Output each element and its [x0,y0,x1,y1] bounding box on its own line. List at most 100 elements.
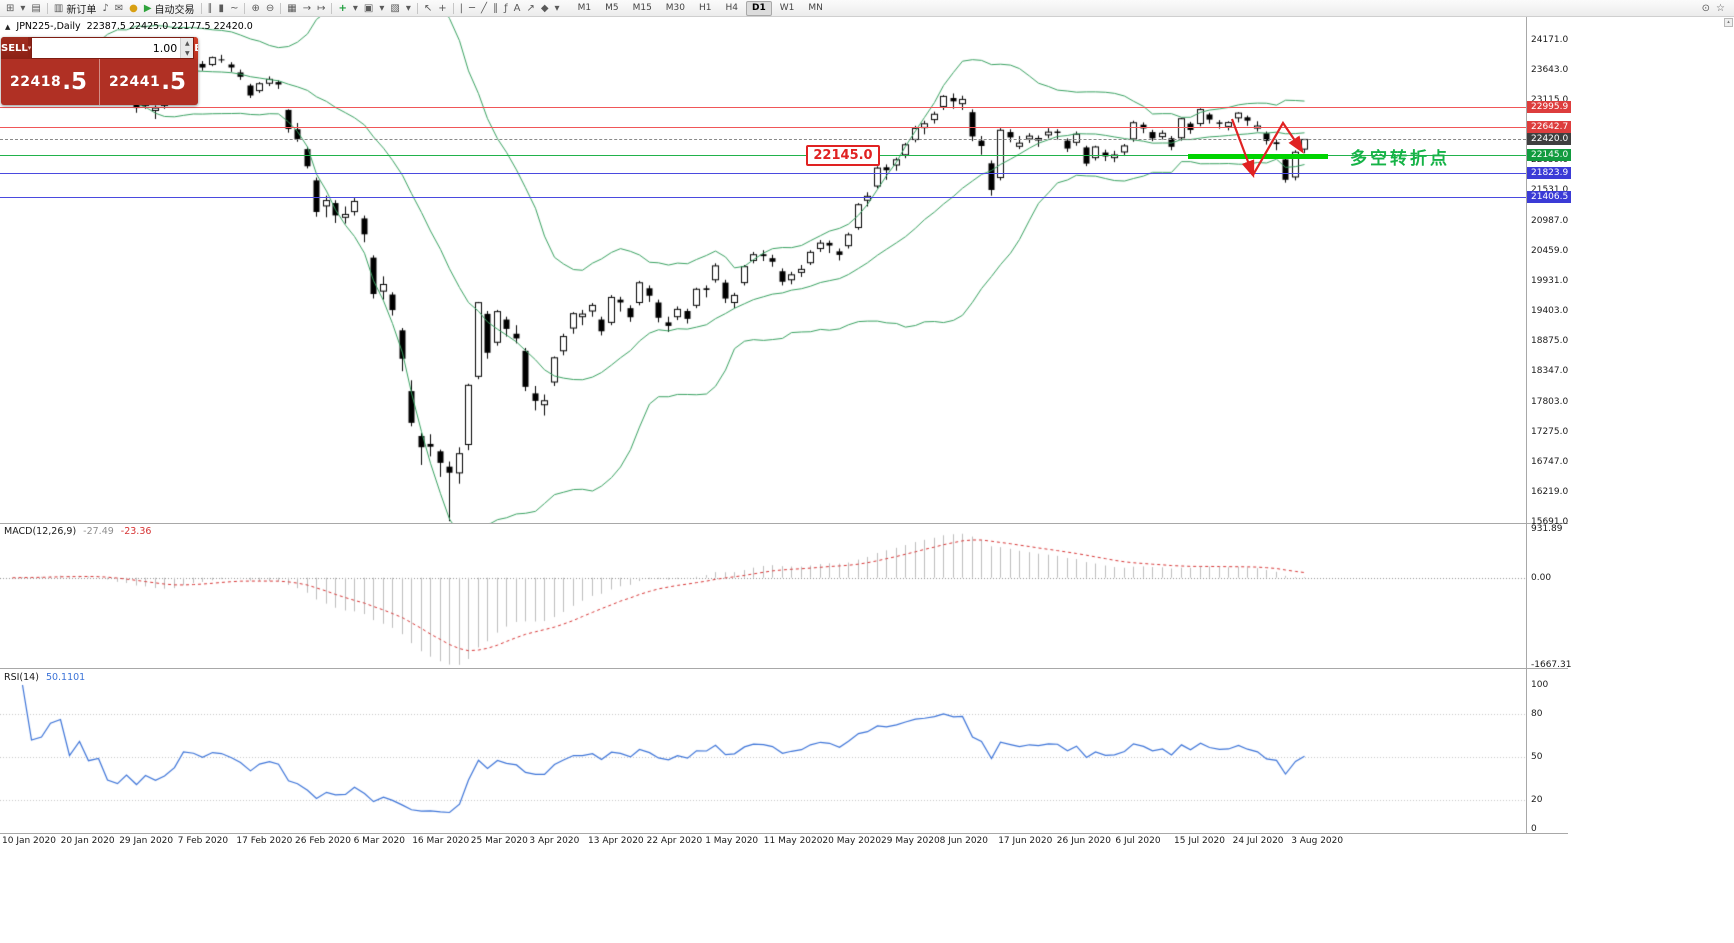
date-axis-label: 11 May 2020 [763,836,823,846]
channel-button[interactable]: ∥ [490,1,501,16]
rsi-indicator-canvas[interactable] [0,669,1526,833]
turning-point-label-annotation[interactable]: 多空转折点 [1350,149,1450,169]
horizontal-line-button[interactable]: ─ [466,1,478,16]
new-chart-button[interactable]: ⊞ [3,1,17,16]
date-axis-label: 20 Jan 2020 [60,836,115,846]
date-axis-label: 24 Jul 2020 [1232,836,1284,846]
macd-indicator-canvas[interactable] [0,524,1526,668]
date-axis-label: 3 Apr 2020 [529,836,580,846]
horizontal-line-21406.5[interactable] [0,197,1526,198]
chart-list-caret-button[interactable]: ▾ [17,1,28,16]
favorites-icon[interactable]: ☆ [1716,2,1725,14]
trendline-button[interactable]: ╱ [478,1,490,16]
panel-separator[interactable] [0,668,1568,669]
periods-button[interactable]: ▣ [361,1,376,16]
horizontal-line-22995.9[interactable] [0,107,1526,108]
price-axis-label: 23643.0 [1531,64,1569,75]
timeframe-m1-button[interactable]: M1 [577,2,592,13]
price-tag-21823.9: 21823.9 [1527,167,1571,179]
panel-separator[interactable] [0,833,1568,834]
main-toolbar: ⊞ ▾ ▤ ▥ 新订单 ♪ ✉ ● ▶ 自动交易 ∥ ▮ ~ ⊕ ⊖ ▦ → ↦ + ▾ ▣ ▾ ▧ ▾ ↖ + | ─ ╱ ∥ ƒ A ↗ ◆ ▾… [0,0,1734,17]
timeframe-m15-button[interactable]: M15 [632,2,652,13]
date-axis-label: 6 Mar 2020 [353,836,405,846]
new-chart-icon: ⊞ [6,2,15,14]
price-tag-21406.5: 21406.5 [1527,191,1571,203]
price-axis-label: 18347.0 [1531,365,1569,376]
new-order-button[interactable]: ▥ 新订单 [51,1,99,16]
profiles-button[interactable]: ▤ [28,1,43,16]
fibonacci-button[interactable]: ƒ [501,1,511,16]
tile-windows-button[interactable]: ▦ [284,1,299,16]
support-line-annotation[interactable] [1188,154,1328,159]
price-tag-22642.7: 22642.7 [1527,121,1571,133]
timeframe-d1-button[interactable]: D1 [746,0,772,16]
date-axis-label: 17 Feb 2020 [236,836,293,846]
templates-caret-button[interactable]: ▾ [403,1,414,16]
panel-options-caret-icon[interactable]: ▾ [27,37,32,59]
text-button[interactable]: A [511,1,524,16]
indicators-caret-button[interactable]: ▾ [350,1,361,16]
chart-shift-button[interactable]: ↦ [314,1,328,16]
buy-button[interactable]: BUY [194,37,198,59]
price-tag-22995.9: 22995.9 [1527,101,1571,113]
horizontal-line-22420.0[interactable] [0,139,1526,140]
zoom-in-button[interactable]: ⊕ [248,1,262,16]
price-axis-label: 23115.0 [1531,94,1569,105]
tile-windows-icon: ▦ [287,2,297,14]
price-level-flag-annotation[interactable]: 22145.0 [806,145,880,166]
cursor-icon: ↖ [423,2,433,14]
arrows-button[interactable]: ↗ [523,1,537,16]
toolbar-separator [452,2,454,14]
horizontal-line-21823.9[interactable] [0,173,1526,174]
cursor-button[interactable]: ↖ [421,1,435,16]
autotrading-button[interactable]: ▶ 自动交易 [141,1,198,16]
volume-down-icon[interactable]: ▼ [180,48,194,58]
auto-scroll-icon: → [302,2,312,14]
sell-price-main: 22418 [10,74,62,90]
timeframe-h4-button[interactable]: H4 [725,2,739,13]
toolbar-separator [331,2,333,14]
chart-scroll-button[interactable]: ▴ [1724,18,1733,27]
sell-price[interactable]: 22418 .5 [1,59,99,105]
price-tag-22420.0: 22420.0 [1527,133,1571,145]
line-chart-button[interactable]: ~ [227,1,241,16]
timeframe-w1-button[interactable]: W1 [779,2,795,13]
time-axis[interactable]: 10 Jan 2020 20 Jan 2020 29 Jan 2020 7 Feb 2… [0,836,1568,849]
volume-input[interactable] [32,38,181,58]
price-chart-canvas[interactable] [0,17,1526,524]
price-axis-label: 18875.0 [1531,335,1569,346]
sound-button[interactable]: ♪ [99,1,111,16]
candlestick-chart-icon: ▮ [218,2,225,14]
timeframe-h1-button[interactable]: H1 [699,2,712,13]
sell-button[interactable]: SELL [1,37,28,59]
timeframe-mn-button[interactable]: MN [808,2,823,13]
panel-separator[interactable] [0,523,1568,524]
price-axis-label: 19931.0 [1531,275,1569,286]
mail-button[interactable]: ✉ [112,1,126,16]
search-icon[interactable]: ⊙ [1701,2,1711,14]
indicators-button[interactable]: + [335,1,349,16]
funds-icon: ● [129,2,138,14]
periods-caret-button[interactable]: ▾ [376,1,387,16]
trend-arrows-annotation[interactable] [1222,113,1314,199]
one-click-trading-panel: SELL ▾ ▲ ▼ BUY 22418 .5 22441 .5 [1,37,198,105]
timeframe-m30-button[interactable]: M30 [665,2,686,13]
funds-button[interactable]: ● [126,1,141,16]
buy-price[interactable]: 22441 .5 [99,59,198,105]
shapes-button[interactable]: ◆ [538,1,552,16]
candlestick-chart-button[interactable]: ▮ [216,1,228,16]
horizontal-line-22642.7[interactable] [0,127,1526,128]
sell-price-pips: .5 [62,68,87,95]
templates-icon: ▧ [390,2,400,14]
bar-chart-button[interactable]: ∥ [205,1,216,16]
volume-up-icon[interactable]: ▲ [180,38,194,48]
auto-scroll-button[interactable]: → [300,1,314,16]
templates-button[interactable]: ▧ [387,1,402,16]
horizontal-line-22145.0[interactable] [0,155,1526,156]
zoom-out-button[interactable]: ⊖ [263,1,277,16]
timeframe-m5-button[interactable]: M5 [605,2,619,13]
vertical-line-button[interactable]: | [457,1,466,16]
toolbar-right-group: ⊙ ☆ [1702,0,1725,16]
crosshair-button[interactable]: + [435,1,449,16]
shapes-caret-button[interactable]: ▾ [552,1,563,16]
